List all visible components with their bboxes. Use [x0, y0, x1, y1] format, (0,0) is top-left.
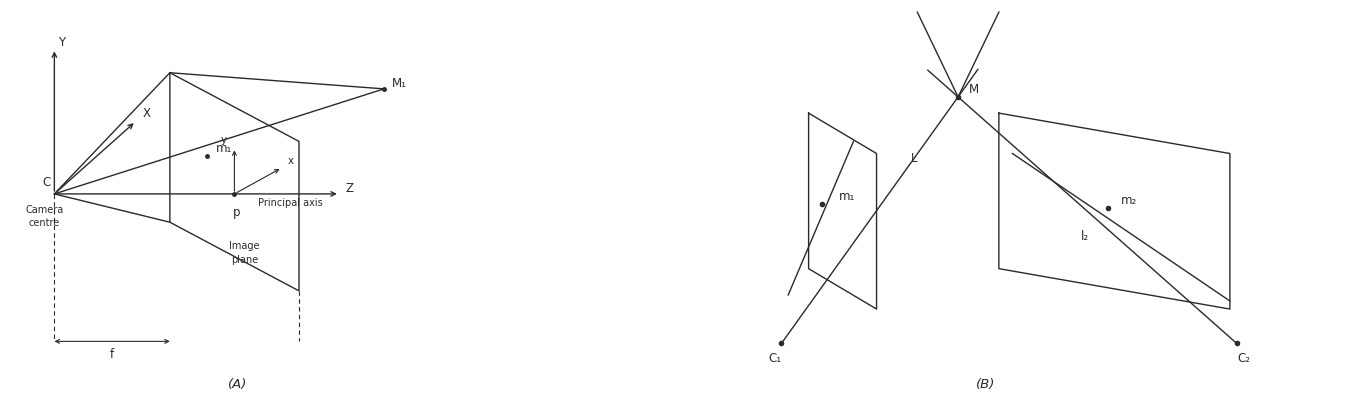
Text: m₂: m₂	[1121, 194, 1137, 207]
Text: Principal axis: Principal axis	[258, 198, 323, 208]
Text: C₂: C₂	[1237, 351, 1250, 364]
Text: L: L	[911, 152, 917, 164]
Text: M: M	[969, 83, 978, 96]
Text: Y: Y	[57, 36, 65, 49]
Text: Image
plane: Image plane	[230, 242, 260, 265]
Text: Z: Z	[345, 182, 353, 195]
Text: Camera
centre: Camera centre	[24, 205, 64, 228]
Text: y: y	[220, 135, 227, 145]
Text: l₂: l₂	[1080, 230, 1089, 243]
Text: m₁: m₁	[839, 190, 855, 203]
Text: f: f	[110, 347, 114, 360]
Text: X: X	[143, 107, 151, 120]
Text: C₁: C₁	[768, 351, 781, 364]
Text: m₁: m₁	[215, 141, 232, 154]
Text: (B): (B)	[976, 378, 995, 391]
Text: M₁: M₁	[391, 77, 408, 90]
Text: p: p	[232, 206, 241, 219]
Text: C: C	[42, 176, 52, 189]
Text: (A): (A)	[228, 378, 247, 391]
Text: x: x	[288, 156, 294, 166]
